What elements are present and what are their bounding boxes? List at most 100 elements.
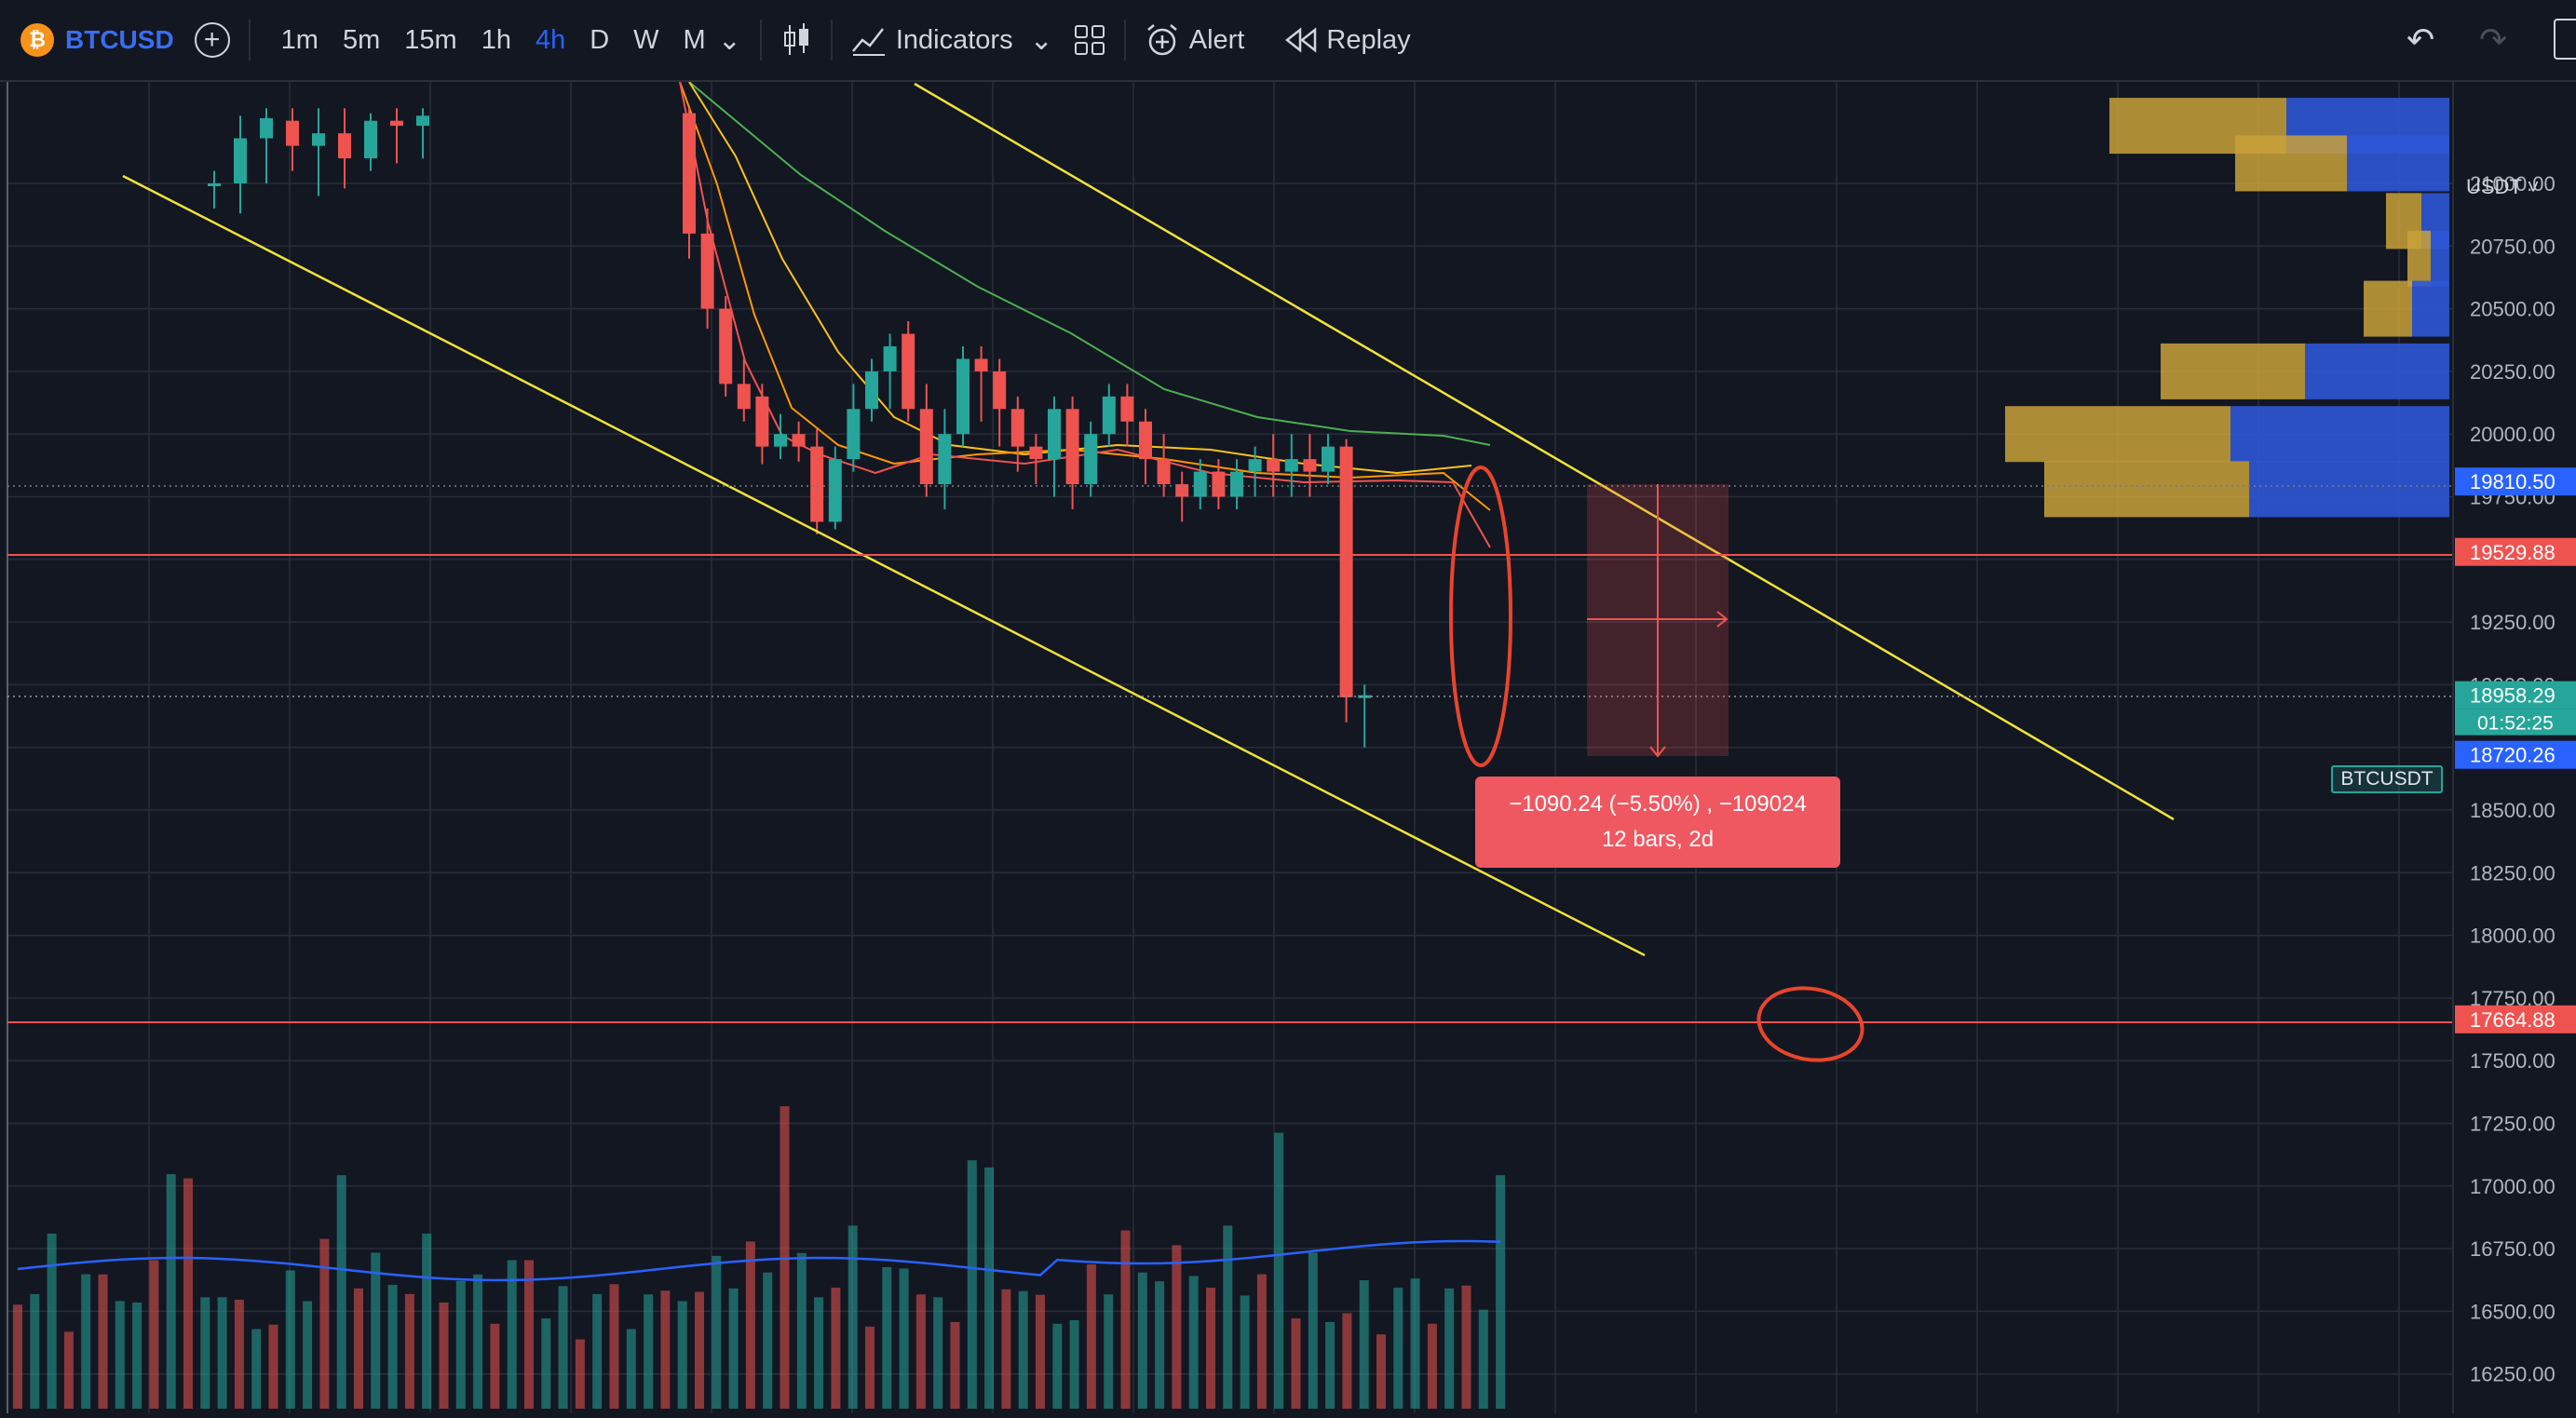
candle-body <box>338 133 351 159</box>
volume-bar <box>660 1290 671 1409</box>
lower-channel-trendline[interactable] <box>122 174 1646 957</box>
volume-bar <box>1444 1288 1455 1409</box>
volume-bar <box>1018 1290 1028 1409</box>
volume-bar <box>354 1288 363 1409</box>
vp-buy-bar <box>2161 343 2305 399</box>
volume-bar <box>132 1303 142 1409</box>
candle-body <box>974 358 988 371</box>
volume-bar <box>1052 1323 1063 1409</box>
volume-bar <box>865 1326 874 1409</box>
candle-body <box>1120 396 1134 422</box>
volume-bar <box>1223 1225 1233 1409</box>
volume-bar <box>695 1291 704 1409</box>
timeframe-W[interactable]: W <box>633 24 659 55</box>
volume-bar <box>1120 1230 1131 1409</box>
candle-body <box>208 183 221 186</box>
symbol-search[interactable]: ₿ BTCUSD <box>20 0 174 81</box>
timeframe-M[interactable]: M <box>683 24 706 55</box>
toolbar-divider <box>830 20 833 61</box>
ma-mid-yellow <box>688 81 1472 475</box>
vp-buy-bar <box>2044 461 2249 518</box>
volume-bar <box>1393 1288 1403 1409</box>
timeframe-1m[interactable]: 1m <box>280 24 319 55</box>
candle-body <box>1267 459 1281 472</box>
indicators-icon <box>851 28 885 56</box>
price-chart[interactable]: 21000.00 20750.00 20500.00 20250.00 20000.00… <box>0 81 2576 1413</box>
price-tag-lower-bg <box>2455 740 2576 769</box>
candle-body <box>390 120 403 127</box>
candle-body <box>1284 459 1298 472</box>
volume-bar <box>1342 1313 1352 1409</box>
currency-selector[interactable]: USDT ˅ <box>2466 175 2540 198</box>
candle-body <box>1303 459 1317 472</box>
compare-symbol-button[interactable]: + <box>194 0 230 81</box>
candle-body <box>792 434 806 447</box>
drop-annotation-ellipse[interactable] <box>1449 466 1512 767</box>
volume-bar <box>455 1280 466 1409</box>
volume-bar <box>831 1288 841 1409</box>
alert-button[interactable]: Alert <box>1145 0 1244 81</box>
indicators-dropdown[interactable]: ⌄ <box>1030 0 1053 81</box>
volume-bar <box>1359 1280 1369 1409</box>
timeframe-dropdown[interactable]: ⌄ <box>718 0 741 81</box>
replay-button[interactable]: Replay <box>1285 0 1411 81</box>
redo-button[interactable]: ↷ <box>2479 0 2507 81</box>
timeframe-1h[interactable]: 1h <box>481 24 511 55</box>
volume-bar <box>1376 1334 1386 1409</box>
top-toolbar: ₿ BTCUSD + 1m 5m 15m 1h 4h D W M ⌄ Indicators ⌄ <box>0 0 2576 82</box>
chart-type-button[interactable] <box>780 0 812 81</box>
layout-button[interactable] <box>1074 0 1105 81</box>
candle-body <box>1157 459 1171 485</box>
price-tick-label: 18500.00 <box>2470 799 2556 822</box>
redo-icon: ↷ <box>2479 20 2508 59</box>
price-tag-support-bg <box>2455 1005 2576 1033</box>
volume-bar <box>541 1318 551 1409</box>
target-annotation-ellipse[interactable] <box>1753 980 1867 1068</box>
fullscreen-button[interactable] <box>2554 19 2576 60</box>
vp-sell-bar <box>2230 406 2449 463</box>
volume-bar <box>1206 1288 1215 1409</box>
price-tag-resistance-bg <box>2455 537 2576 566</box>
candle-body <box>919 409 933 485</box>
candles-icon <box>783 23 808 55</box>
volume-bars <box>13 1106 1506 1409</box>
candle-body <box>737 384 751 410</box>
candle-body <box>1230 471 1243 497</box>
price-tag-resistance: 19529.88 <box>2470 541 2556 564</box>
price-tick-label: 18000.00 <box>2470 925 2556 948</box>
vp-buy-bar <box>2005 406 2230 463</box>
timeframe-4h[interactable]: 4h <box>535 24 566 55</box>
candle-body <box>683 113 696 234</box>
chart-area[interactable]: 21000.00 20750.00 20500.00 20250.00 20000.00… <box>0 81 2576 1413</box>
timeframe-15m[interactable]: 15m <box>404 24 457 55</box>
candle-body <box>719 308 733 385</box>
volume-bar <box>712 1255 722 1409</box>
candle-body <box>260 118 273 139</box>
timeframe-D[interactable]: D <box>590 24 610 55</box>
price-tick-label: 17000.00 <box>2470 1175 2556 1198</box>
volume-bar <box>763 1272 773 1409</box>
volume-bar <box>268 1324 278 1409</box>
volume-bar <box>507 1260 517 1409</box>
candle-body <box>847 409 861 460</box>
symbol-label: BTCUSD <box>65 25 174 54</box>
replay-label: Replay <box>1326 24 1411 55</box>
volume-bar <box>1137 1272 1147 1409</box>
volume-bar <box>1496 1175 1506 1409</box>
indicators-button[interactable]: Indicators <box>851 0 1013 81</box>
undo-button[interactable]: ↶ <box>2407 0 2434 81</box>
volume-bar <box>967 1160 977 1409</box>
volume-bar <box>558 1286 568 1409</box>
price-tick-label: 20000.00 <box>2470 423 2556 446</box>
volume-bar <box>1291 1318 1301 1409</box>
indicators-label: Indicators <box>895 24 1013 55</box>
volume-bar <box>592 1293 603 1409</box>
candle-body <box>416 115 429 127</box>
candle-body <box>810 446 824 522</box>
alarm-clock-icon <box>1146 24 1177 56</box>
volume-bar <box>473 1274 483 1409</box>
candle-body <box>1029 446 1043 460</box>
price-tick-label: 17250.00 <box>2470 1113 2556 1136</box>
timeframe-5m[interactable]: 5m <box>342 24 381 55</box>
volume-bar <box>1427 1323 1437 1409</box>
